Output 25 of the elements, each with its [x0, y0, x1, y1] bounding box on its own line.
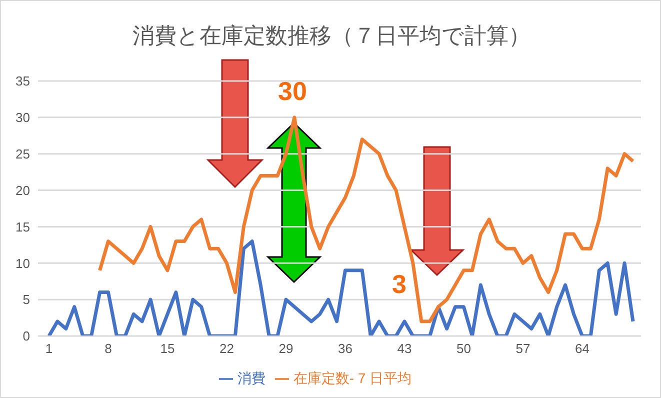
y-tick-label: 25	[16, 146, 30, 162]
annotation: 30	[278, 76, 307, 106]
y-tick-label: 35	[16, 74, 30, 89]
x-tick-label: 64	[574, 341, 590, 356]
chart-title: 消費と在庫定数推移（７日平均で計算）	[132, 23, 532, 51]
line-series	[47, 240, 635, 336]
legend-label: 消費	[237, 370, 266, 386]
x-tick-label: 8	[104, 341, 112, 356]
y-tick-label: 0	[22, 328, 30, 344]
x-tick-label: 15	[160, 341, 175, 356]
line-series	[98, 116, 635, 324]
x-tick-label: 29	[278, 341, 294, 356]
x-tick-label: 1	[45, 341, 53, 356]
y-tick-label: 15	[16, 219, 30, 234]
x-tick-label: 36	[338, 341, 352, 356]
y-tick-label: 10	[16, 256, 30, 271]
annotation: 3	[392, 269, 406, 299]
y-tick-label: 5	[22, 292, 30, 308]
legend-label: 在庫定数- 7 日平均	[293, 370, 412, 386]
x-tick-label: 50	[456, 341, 471, 356]
y-tick-label: 20	[16, 182, 30, 198]
x-tick-label: 57	[516, 341, 530, 356]
y-tick-label: 30	[16, 110, 30, 126]
x-tick-label: 43	[397, 341, 412, 356]
x-tick-label: 22	[220, 341, 234, 356]
